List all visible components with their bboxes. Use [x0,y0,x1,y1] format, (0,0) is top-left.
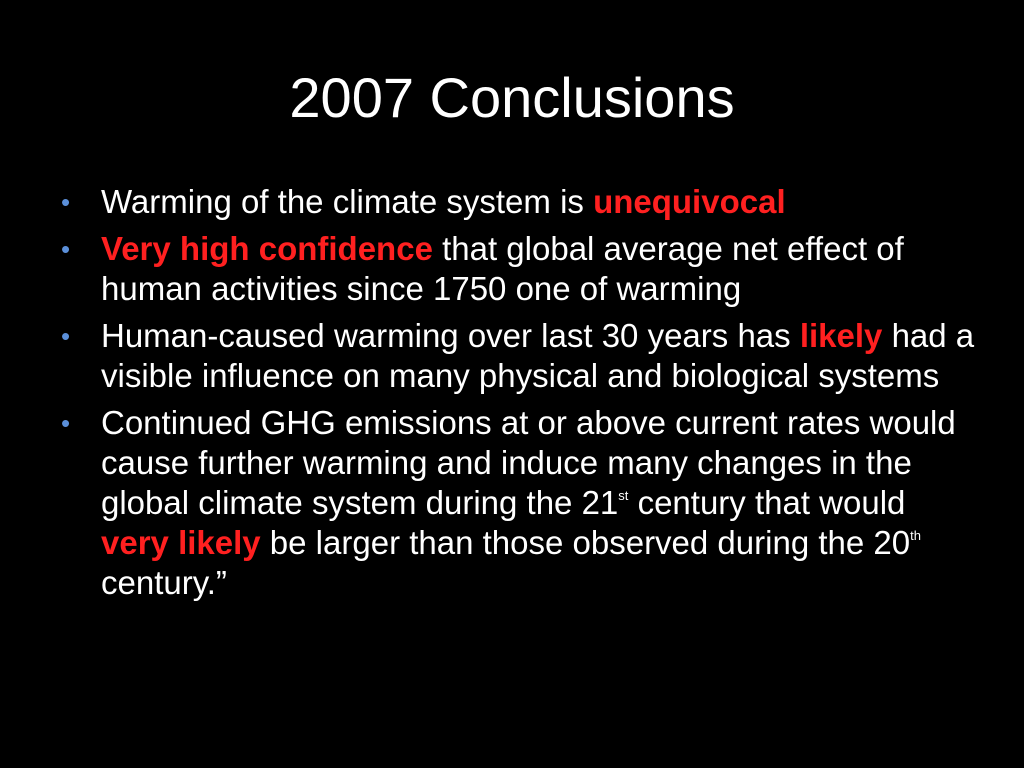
bullet-text: century that would [628,484,906,521]
bullet-text: Human-caused warming over last 30 years … [101,317,800,354]
slide-title: 2007 Conclusions [289,66,735,129]
bullet-item: • Very high confidence that global averag… [57,229,977,309]
bullet-list: • Warming of the climate system is unequi… [57,182,977,610]
bullet-marker-icon: • [61,234,71,264]
emphasis-text: unequivocal [593,183,786,220]
bullet-item: • Warming of the climate system is unequi… [57,182,977,222]
emphasis-text: likely [799,317,883,354]
emphasis-text: Very high confidence [101,230,433,267]
bullet-item: • Continued GHG emissions at or above cur… [57,403,977,603]
bullet-marker-icon: • [61,321,71,351]
emphasis-text: very likely [101,524,261,561]
bullet-text: Continued GHG emissions at or above curr… [101,404,956,521]
bullet-marker-icon: • [61,187,71,217]
bullet-item: • Human-caused warming over last 30 years… [57,316,977,396]
bullet-text: Warming of the climate system is [101,183,594,220]
ordinal-suffix: st [618,488,629,503]
bullet-marker-icon: • [61,408,71,438]
ordinal-suffix: th [910,528,921,543]
bullet-text: be larger than those observed during the… [260,524,911,561]
bullet-text: had a visible influence on many physical… [101,317,975,394]
bullet-text: that global average net effect of human … [101,230,904,307]
bullet-text: century.” [101,564,227,601]
